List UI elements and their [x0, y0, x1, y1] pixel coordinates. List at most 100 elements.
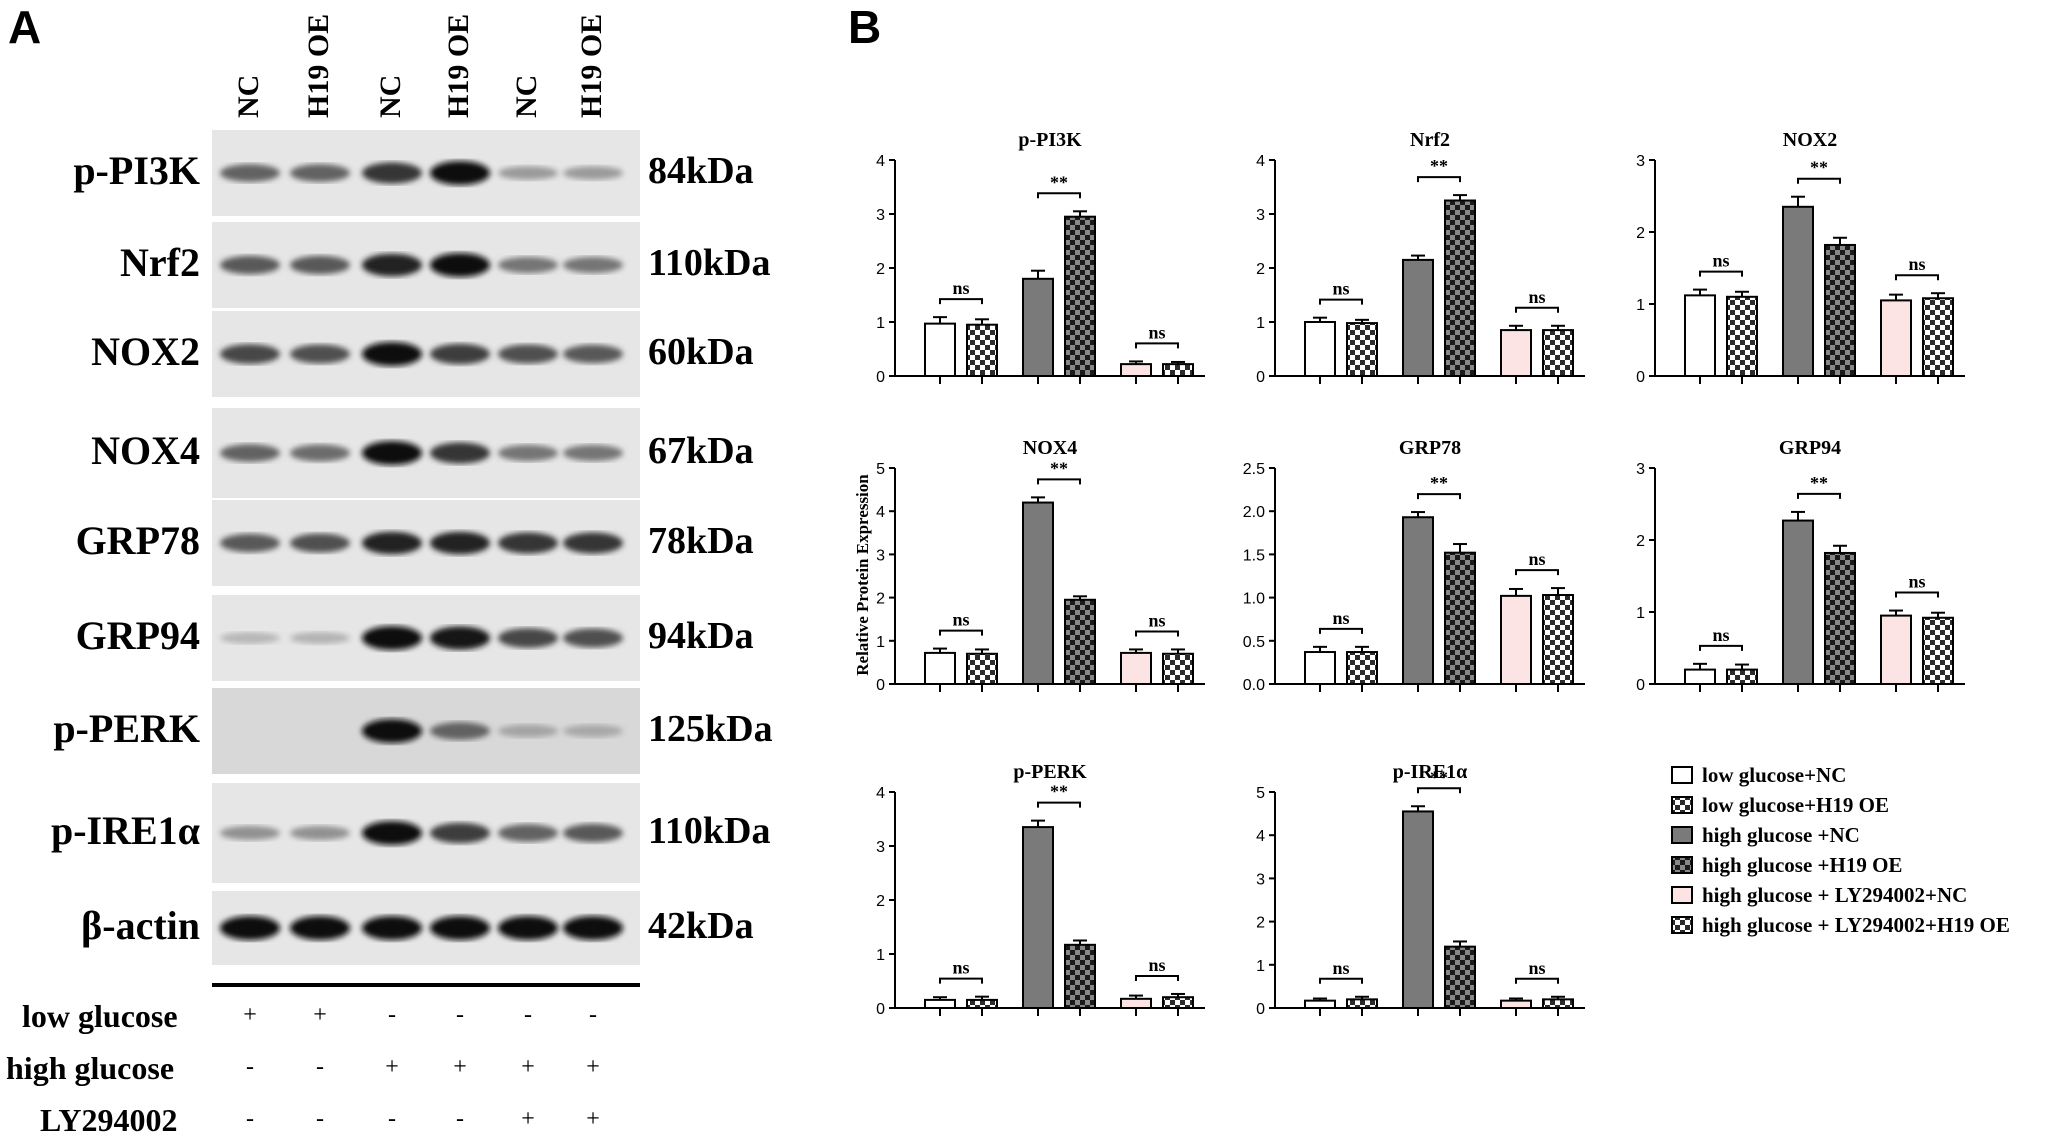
protein-band	[498, 724, 558, 738]
chart-title: Nrf2	[1410, 129, 1450, 151]
protein-label: Nrf2	[120, 240, 200, 285]
protein-band	[290, 533, 350, 553]
significance-bracket	[1037, 192, 1081, 199]
bar	[1500, 594, 1532, 686]
bar	[1726, 295, 1758, 377]
y-tick-label: 1	[1256, 958, 1265, 975]
bar	[1064, 215, 1096, 377]
bar	[1120, 997, 1152, 1010]
condition-symbol: -	[456, 1106, 464, 1132]
legend-swatch	[1671, 916, 1693, 934]
protein-band	[498, 628, 558, 648]
significance-label: ns	[1908, 254, 1925, 274]
protein-band	[498, 444, 558, 462]
protein-band	[430, 531, 490, 555]
protein-band	[430, 822, 490, 844]
protein-band	[220, 825, 280, 841]
panel-a-label: A	[8, 1, 42, 53]
protein-band	[362, 342, 422, 366]
significance-bracket	[1515, 977, 1559, 984]
significance-label: ns	[1332, 608, 1349, 628]
bar	[1402, 516, 1434, 685]
condition-symbol: -	[246, 1106, 254, 1132]
protein-band	[362, 253, 422, 277]
significance-bracket	[1417, 493, 1461, 500]
y-tick-label: 5	[876, 461, 885, 478]
panel-b-label: B	[848, 1, 882, 53]
blot-strip	[212, 783, 640, 883]
protein-label: p-IRE1α	[50, 808, 200, 853]
significance-bracket	[1895, 274, 1939, 281]
significance-bracket	[1319, 298, 1363, 305]
protein-band	[563, 444, 623, 462]
significance-label: ns	[1712, 251, 1729, 271]
significance-label: ns	[1332, 958, 1349, 978]
bar	[1022, 826, 1054, 1009]
condition-symbol: +	[521, 1054, 535, 1080]
protein-label: p-PI3K	[73, 148, 200, 193]
significance-label: ns	[952, 278, 969, 298]
y-tick-label: 2	[1256, 261, 1265, 278]
protein-band	[362, 441, 422, 465]
protein-band	[362, 821, 422, 845]
bar	[1064, 943, 1096, 1010]
chart-title: p-IRE1α	[1393, 761, 1468, 783]
y-tick-label: 1.0	[1243, 591, 1265, 608]
significance-label: ns	[1528, 958, 1545, 978]
protein-band	[563, 823, 623, 843]
y-tick-label: 3	[1256, 871, 1265, 888]
y-tick-label: 3	[876, 207, 885, 224]
significance-label: ns	[1332, 279, 1349, 299]
condition-symbol: +	[521, 1106, 535, 1132]
significance-bracket	[1515, 306, 1559, 313]
legend-label: high glucose + LY294002+NC	[1702, 883, 1967, 907]
protein-band	[430, 916, 490, 940]
bar	[1444, 945, 1476, 1010]
significance-bracket	[939, 298, 983, 305]
y-tick-label: 3	[876, 839, 885, 856]
condition-symbol: -	[388, 1106, 396, 1132]
bar	[1120, 651, 1152, 685]
significance-bracket	[1515, 569, 1559, 576]
molecular-weight-label: 67kDa	[648, 430, 754, 472]
condition-symbol: +	[243, 1002, 257, 1028]
protein-band	[220, 533, 280, 553]
y-tick-label: 2.5	[1243, 461, 1265, 478]
condition-symbol: +	[586, 1106, 600, 1132]
protein-band	[498, 916, 558, 940]
y-tick-label: 3	[1636, 153, 1645, 170]
bar	[1542, 329, 1574, 378]
protein-band	[220, 164, 280, 182]
protein-label: p-PERK	[53, 706, 200, 751]
protein-band	[563, 344, 623, 364]
blot-strip	[212, 595, 640, 681]
protein-band	[498, 256, 558, 274]
bar	[1346, 998, 1378, 1009]
bar	[1304, 651, 1336, 685]
bar	[1880, 299, 1912, 377]
condition-symbol: -	[316, 1054, 324, 1080]
significance-bracket	[1417, 176, 1461, 183]
significance-label: ns	[1148, 955, 1165, 975]
condition-label: low glucose	[22, 998, 178, 1034]
protein-band	[290, 255, 350, 275]
legend-swatch	[1671, 886, 1693, 904]
blot-strip	[212, 130, 640, 216]
bar	[966, 652, 998, 686]
legend-swatch	[1671, 766, 1693, 784]
condition-symbol: +	[313, 1002, 327, 1028]
protein-band	[498, 344, 558, 364]
significance-bracket	[1699, 270, 1743, 277]
protein-band	[290, 164, 350, 182]
blot-strip	[212, 500, 640, 586]
molecular-weight-label: 110kDa	[648, 810, 771, 852]
significance-bracket	[1135, 342, 1179, 349]
y-tick-label: 2	[1636, 225, 1645, 242]
protein-label: GRP78	[75, 518, 200, 563]
protein-band	[498, 166, 558, 180]
significance-label: **	[1810, 158, 1828, 178]
y-tick-label: 3	[1636, 461, 1645, 478]
chart-title: p-PI3K	[1018, 129, 1082, 151]
legend-swatch	[1671, 826, 1693, 844]
protein-band	[430, 442, 490, 464]
